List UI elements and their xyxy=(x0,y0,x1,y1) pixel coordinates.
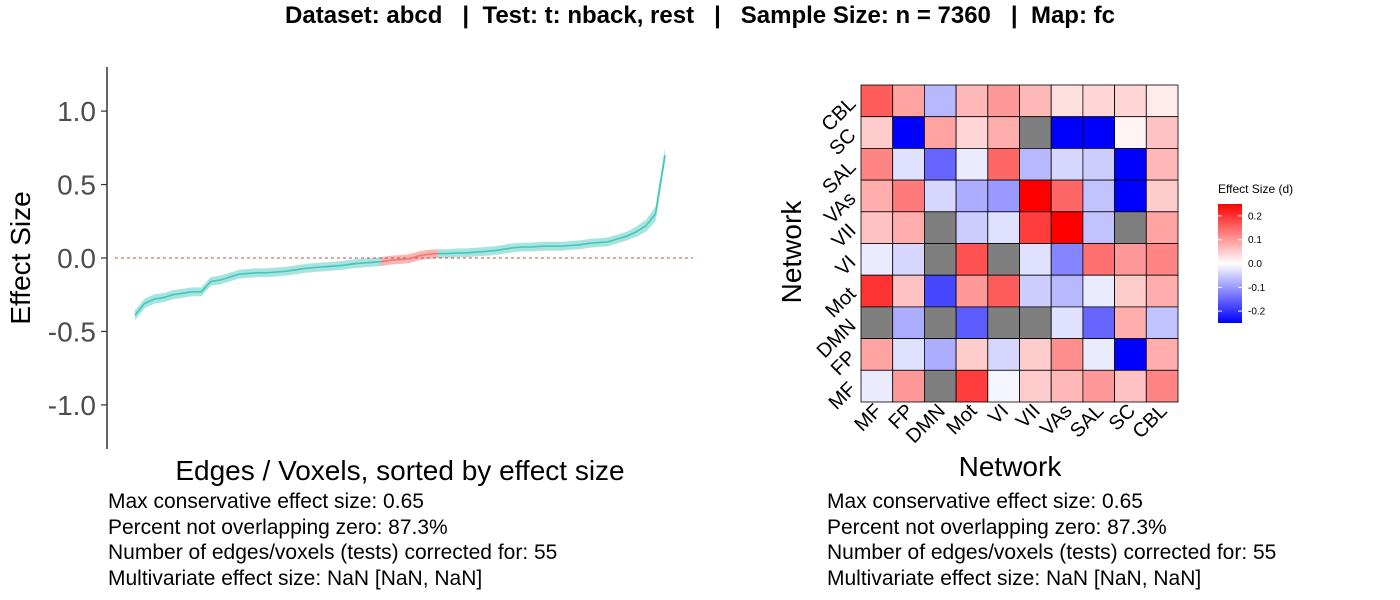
y-axis-title: Effect Size xyxy=(5,191,36,324)
right-stats: Max conservative effect size: 0.65 Perce… xyxy=(827,489,1276,591)
left-stat-max-effect: Max conservative effect size: 0.65 xyxy=(108,490,424,513)
page-title: Dataset: abcd | Test: t: nback, rest | S… xyxy=(285,2,1115,29)
left-stat-num-corrected: Number of edges/voxels (tests) corrected… xyxy=(108,541,558,564)
left-stat-percent-not-overlapping: Percent not overlapping zero: 87.3% xyxy=(108,515,448,539)
y-tick-label: -0.5 xyxy=(48,316,96,347)
y-tick-label: 0.5 xyxy=(57,170,96,201)
left-stats: Max conservative effect size: 0.65 Perce… xyxy=(108,489,557,591)
effect-line-positive xyxy=(437,155,666,255)
ci-band-negative xyxy=(135,257,382,321)
ci-band-positive xyxy=(437,147,665,258)
right-stat-max-effect: Max conservative effect size: 0.65 xyxy=(827,490,1143,513)
y-tick-label: 0.0 xyxy=(57,243,96,274)
left-stat-multivariate: Multivariate effect size: NaN [NaN, NaN] xyxy=(108,566,483,590)
y-tick-label: -1.0 xyxy=(48,390,96,421)
effect-line-overlapping-zero xyxy=(380,252,438,263)
right-stat-multivariate: Multivariate effect size: NaN [NaN, NaN] xyxy=(827,566,1202,590)
right-stat-num-corrected: Number of edges/voxels (tests) corrected… xyxy=(827,541,1277,564)
y-tick-label: 1.0 xyxy=(57,96,96,127)
right-stat-percent-not-overlapping: Percent not overlapping zero: 87.3% xyxy=(827,515,1167,539)
x-axis-title: Edges / Voxels, sorted by effect size xyxy=(175,455,624,486)
effect-line-negative xyxy=(134,260,382,316)
